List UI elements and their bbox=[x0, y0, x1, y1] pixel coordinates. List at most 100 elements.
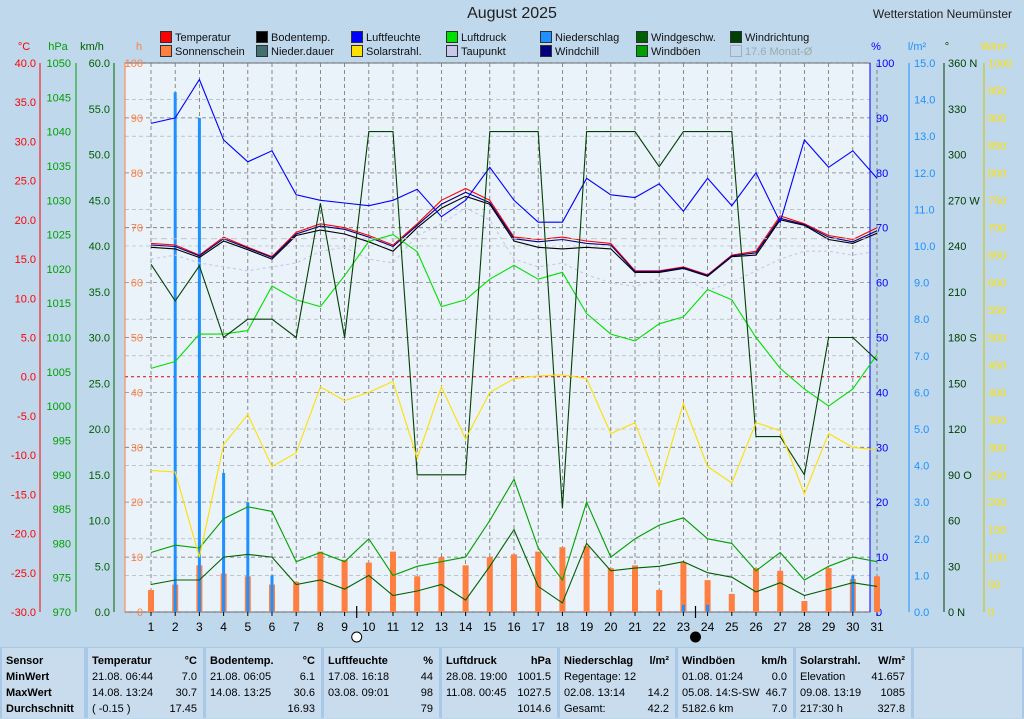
stats-block: Bodentemp. °C 21.08. 06:05 6.1 14.08. 13:25 3… bbox=[206, 648, 321, 718]
solar-axis-tick-label: 0 bbox=[988, 607, 994, 619]
solar-axis-tick-label: 700 bbox=[988, 223, 1006, 235]
pressure-axis-tick-label: 1010 bbox=[47, 333, 71, 345]
x-tick-label: 19 bbox=[580, 620, 594, 634]
wind-axis-tick-label: 35.0 bbox=[89, 287, 110, 299]
x-tick-label: 26 bbox=[749, 620, 763, 634]
x-tick-label: 2 bbox=[172, 620, 179, 634]
legend-item: Sonnenschein bbox=[160, 45, 245, 59]
wind-axis-tick-label: 25.0 bbox=[89, 378, 110, 390]
weather-chart: 1 2 3 4 5 6 7 8 9 10 11 12 13 14 15 16 17 18 19 20 21 22 23 24 2… bbox=[11, 41, 1012, 643]
solar-axis-tick-label: 250 bbox=[988, 470, 1006, 482]
x-tick-label: 12 bbox=[411, 620, 425, 634]
legend-item: Luftdruck bbox=[446, 31, 506, 45]
sun-axis-tick-label: 70 bbox=[131, 223, 143, 235]
rain-axis-tick-label: 1.0 bbox=[914, 570, 929, 582]
solar-axis-tick-label: 500 bbox=[988, 333, 1006, 345]
x-tick-label: 8 bbox=[317, 620, 324, 634]
sun-axis-tick-label: 10 bbox=[131, 552, 143, 564]
legend-swatch bbox=[160, 31, 172, 43]
sunshine-bar bbox=[462, 565, 469, 612]
stats-header: Solarstrahl. W/m² bbox=[800, 655, 905, 667]
rain-axis-tick-label: 6.0 bbox=[914, 387, 929, 399]
sun-axis-tick-label: 30 bbox=[131, 442, 143, 454]
sunshine-bar bbox=[801, 601, 808, 612]
stats-value-row: 21.08. 06:05 6.1 bbox=[210, 671, 315, 683]
station-name: Wetterstation Neumünster bbox=[872, 7, 1012, 21]
legend-label: Luftfeuchte bbox=[366, 32, 421, 44]
stats-value-row: 21.08. 06:44 7.0 bbox=[92, 671, 197, 683]
legend-item: Windchill bbox=[540, 45, 599, 59]
sunshine-bar bbox=[535, 551, 542, 612]
temp-axis-tick-label: 40.0 bbox=[15, 58, 36, 70]
humidity-axis-tick-label: 50 bbox=[876, 333, 888, 345]
legend-swatch bbox=[256, 45, 268, 57]
rain-bar bbox=[222, 472, 226, 612]
stats-value-row: 28.08. 19:00 1001.5 bbox=[446, 671, 551, 683]
wind-axis-tick-label: 45.0 bbox=[89, 195, 110, 207]
stats-value-row: 02.08. 13:14 14.2 bbox=[564, 687, 669, 699]
temp-axis-tick-label: 0.0 bbox=[21, 372, 36, 384]
stats-block: Temperatur °C 21.08. 06:44 7.0 14.08. 13:24 3… bbox=[88, 648, 203, 718]
legend-label: Bodentemp. bbox=[271, 32, 331, 44]
x-tick-label: 7 bbox=[293, 620, 300, 634]
x-tick-label: 17 bbox=[532, 620, 546, 634]
pressure-axis-tick-label: 1045 bbox=[47, 92, 71, 104]
series-line bbox=[150, 528, 878, 604]
rain-axis-tick-label: 13.0 bbox=[914, 131, 935, 143]
temp-axis-tick-label: -30.0 bbox=[11, 607, 36, 619]
temp-axis-tick-label: 30.0 bbox=[15, 136, 36, 148]
series-line bbox=[150, 131, 878, 509]
sunshine-bar bbox=[874, 576, 880, 612]
sun-axis-tick-label: 80 bbox=[131, 168, 143, 180]
humidity-axis-tick-label: 60 bbox=[876, 278, 888, 290]
sunshine-bar bbox=[704, 580, 711, 612]
legend-swatch bbox=[730, 45, 742, 57]
legend-item: Windböen bbox=[636, 45, 701, 59]
wind-axis-tick-label: 5.0 bbox=[95, 561, 110, 573]
stats-block: Windböen km/h 01.08. 01:24 0.0 05.08. 14:S-S… bbox=[678, 648, 793, 718]
solar-axis-tick-label: 650 bbox=[988, 250, 1006, 262]
pressure-axis-tick-label: 975 bbox=[53, 573, 71, 585]
legend-swatch bbox=[636, 31, 648, 43]
rain-axis-tick-label: 0.0 bbox=[914, 607, 929, 619]
legend-swatch bbox=[160, 45, 172, 57]
legend-label: Temperatur bbox=[175, 32, 231, 44]
x-tick-label: 27 bbox=[774, 620, 788, 634]
sun-axis-unit: h bbox=[136, 41, 142, 53]
legend-label: Niederschlag bbox=[555, 32, 620, 44]
direction-axis-tick-label: 150 bbox=[948, 378, 966, 390]
x-tick-label: 4 bbox=[220, 620, 227, 634]
stats-value-row: 217:30 h 327.8 bbox=[800, 703, 905, 715]
x-tick-label: 16 bbox=[507, 620, 521, 634]
rain-bar bbox=[270, 575, 274, 612]
stats-row-label: MaxWert bbox=[6, 687, 52, 699]
sunshine-bar bbox=[728, 593, 735, 612]
direction-axis-tick-label: 120 bbox=[948, 424, 966, 436]
pressure-axis-tick-label: 1015 bbox=[47, 298, 71, 310]
pressure-axis-tick-label: 970 bbox=[53, 607, 71, 619]
temp-axis-tick-label: -25.0 bbox=[11, 568, 36, 580]
sunshine-bar bbox=[753, 568, 759, 612]
pressure-axis-tick-label: 1040 bbox=[47, 127, 71, 139]
stats-header: Temperatur °C bbox=[92, 655, 197, 667]
chart-title: August 2025 bbox=[467, 5, 557, 22]
legend-swatch bbox=[540, 45, 552, 57]
stats-block: Luftdruck hPa 28.08. 19:00 1001.5 11.08. 00:… bbox=[442, 648, 557, 718]
humidity-axis-tick-label: 90 bbox=[876, 113, 888, 125]
rain-axis-tick-label: 14.0 bbox=[914, 95, 935, 107]
stats-block: Niederschlag l/m² Regentage: 12 02.08. 13:1… bbox=[560, 648, 675, 718]
x-tick-label: 29 bbox=[822, 620, 836, 634]
x-tick-label: 20 bbox=[604, 620, 618, 634]
x-tick-label: 30 bbox=[846, 620, 860, 634]
stats-value-row: 16.93 bbox=[287, 703, 315, 715]
pressure-axis-tick-label: 995 bbox=[53, 435, 71, 447]
legend-label: Nieder.dauer bbox=[271, 46, 334, 58]
direction-axis-tick-label: 60 bbox=[948, 516, 960, 528]
x-tick-label: 24 bbox=[701, 620, 715, 634]
x-tick-label: 31 bbox=[870, 620, 884, 634]
sunshine-bar bbox=[365, 562, 372, 612]
solar-axis-tick-label: 400 bbox=[988, 387, 1006, 399]
wind-axis-tick-label: 15.0 bbox=[89, 470, 110, 482]
rain-bar bbox=[197, 117, 201, 613]
solar-axis-tick-label: 100 bbox=[988, 552, 1006, 564]
